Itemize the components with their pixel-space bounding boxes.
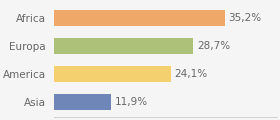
Text: 11,9%: 11,9% (115, 97, 148, 107)
Text: 28,7%: 28,7% (197, 41, 230, 51)
Text: 24,1%: 24,1% (175, 69, 208, 79)
Bar (53, 10, 225, 26)
Bar (53, 38, 193, 54)
Bar (53, 66, 171, 82)
Text: 35,2%: 35,2% (228, 13, 262, 23)
Bar (53, 94, 111, 110)
